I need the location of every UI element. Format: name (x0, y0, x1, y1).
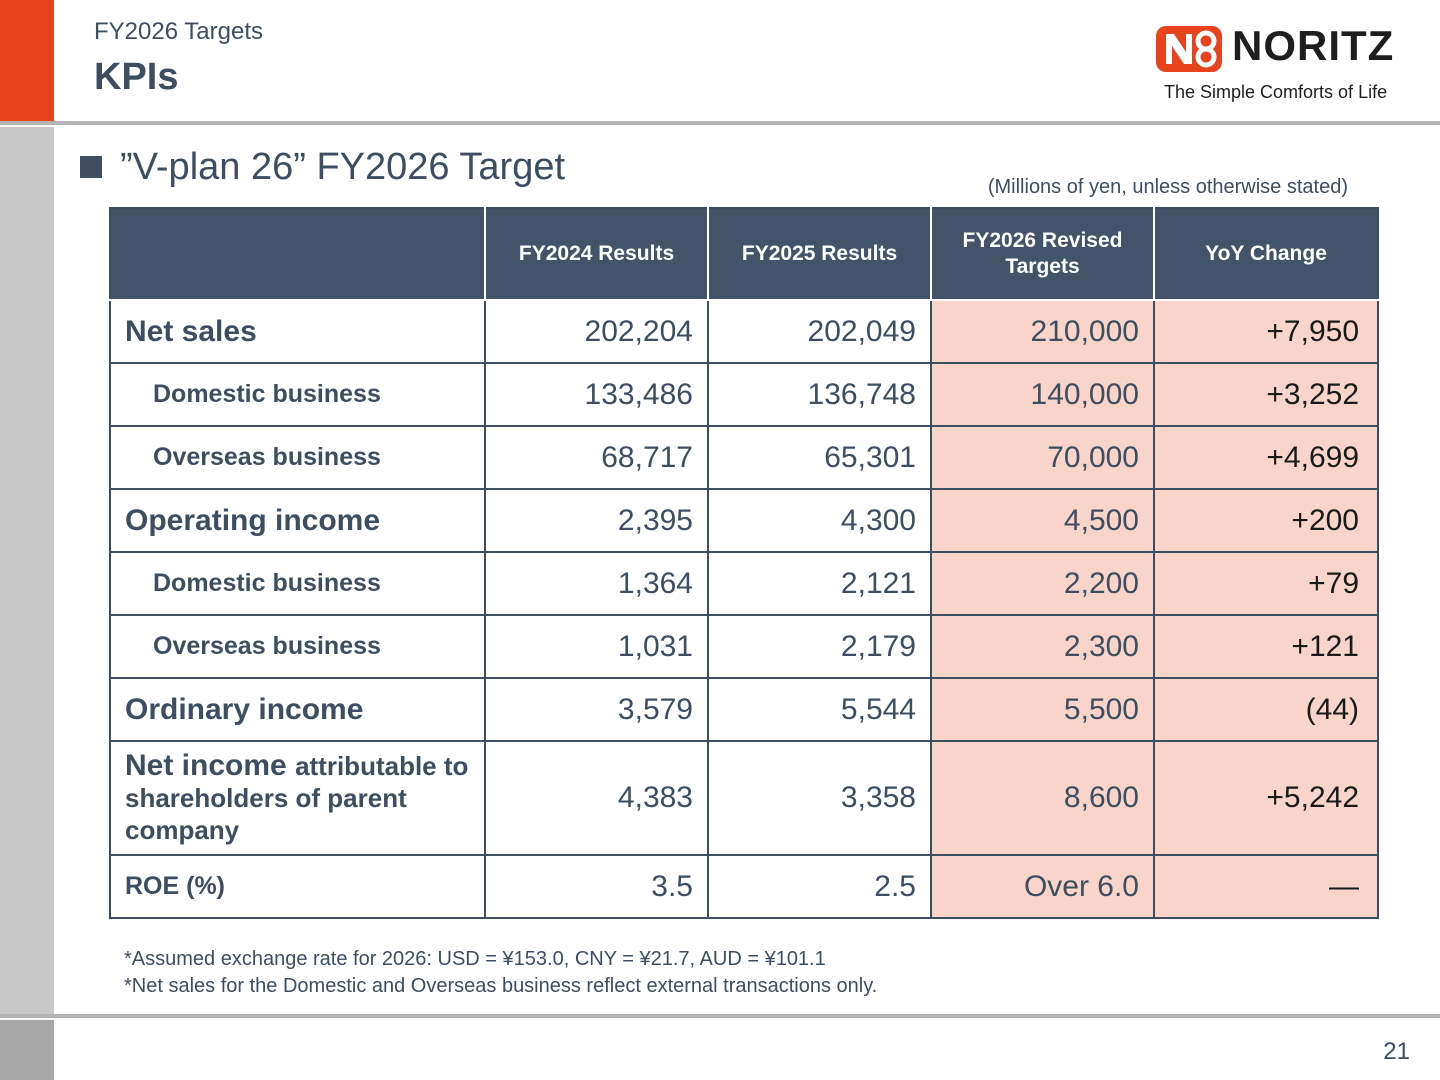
cell-fy2024: 68,717 (484, 425, 709, 490)
logo-wordmark: NORITZ (1232, 22, 1395, 69)
cell-fy2025: 65,301 (707, 425, 932, 490)
cell-fy2025: 2,121 (707, 551, 932, 616)
row-label: Ordinary income (109, 677, 486, 742)
table-row: Net sales 202,204 202,049 210,000 +7,950 (109, 299, 1379, 364)
column-header-fy2026: FY2026 Revised Targets (930, 207, 1155, 301)
cell-fy2024: 202,204 (484, 299, 709, 364)
cell-fy2026-target: 4,500 (930, 488, 1155, 553)
cell-fy2025: 5,544 (707, 677, 932, 742)
cell-fy2025: 202,049 (707, 299, 932, 364)
cell-fy2026-target: 2,300 (930, 614, 1155, 679)
cell-fy2025: 3,358 (707, 740, 932, 856)
cell-fy2024: 1,364 (484, 551, 709, 616)
cell-fy2026-target: 2,200 (930, 551, 1155, 616)
row-label-rest: attributable to shareholders of parent c… (125, 751, 469, 845)
table-row: Domestic business 133,486 136,748 140,00… (109, 362, 1379, 427)
footer-divider (0, 1014, 1440, 1018)
cell-fy2026-target: 8,600 (930, 740, 1155, 856)
accent-band-middle (0, 127, 54, 1015)
cell-yoy: +121 (1153, 614, 1379, 679)
table-row: Net income attributable to shareholders … (109, 740, 1379, 856)
cell-fy2026-target: 210,000 (930, 299, 1155, 364)
kpi-table: FY2024 Results FY2025 Results FY2026 Rev… (109, 207, 1379, 919)
noritz-logo-mark-icon (1156, 26, 1222, 72)
column-header-yoy: YoY Change (1153, 207, 1379, 301)
row-label-main: Net income (125, 749, 287, 782)
cell-yoy: (44) (1153, 677, 1379, 742)
cell-yoy: +79 (1153, 551, 1379, 616)
table-row: Domestic business 1,364 2,121 2,200 +79 (109, 551, 1379, 616)
square-bullet-icon (80, 156, 102, 178)
row-label: Net sales (109, 299, 486, 364)
units-note: (Millions of yen, unless otherwise state… (987, 176, 1348, 198)
cell-fy2024: 4,383 (484, 740, 709, 856)
cell-yoy: — (1153, 854, 1379, 919)
table-row: Operating income 2,395 4,300 4,500 +200 (109, 488, 1379, 553)
section-heading: ”V-plan 26” FY2026 Target (80, 142, 565, 192)
row-label: Domestic business (109, 551, 486, 616)
row-label: Overseas business (109, 425, 486, 490)
row-label: Overseas business (109, 614, 486, 679)
table-row: Overseas business 68,717 65,301 70,000 +… (109, 425, 1379, 490)
cell-yoy: +7,950 (1153, 299, 1379, 364)
cell-yoy: +4,699 (1153, 425, 1379, 490)
cell-fy2026-target: 140,000 (930, 362, 1155, 427)
cell-yoy: +3,252 (1153, 362, 1379, 427)
header-divider (0, 121, 1440, 125)
cell-fy2025: 2.5 (707, 854, 932, 919)
table-header-row: FY2024 Results FY2025 Results FY2026 Rev… (109, 207, 1379, 301)
company-logo: NORITZ The Simple Comforts of Life (1156, 22, 1400, 108)
row-label: Operating income (109, 488, 486, 553)
cell-fy2026-target: Over 6.0 (930, 854, 1155, 919)
slide-title: KPIs (94, 56, 179, 98)
cell-fy2025: 136,748 (707, 362, 932, 427)
section-heading-text: ”V-plan 26” FY2026 Target (120, 145, 566, 188)
row-label: Net income attributable to shareholders … (109, 740, 486, 856)
footnote-net-sales: *Net sales for the Domestic and Overseas… (124, 975, 878, 997)
cell-fy2025: 2,179 (707, 614, 932, 679)
column-header-fy2025: FY2025 Results (707, 207, 932, 301)
cell-fy2024: 2,395 (484, 488, 709, 553)
row-label: ROE (%) (109, 854, 486, 919)
cell-yoy: +5,242 (1153, 740, 1379, 856)
cell-fy2024: 3.5 (484, 854, 709, 919)
cell-yoy: +200 (1153, 488, 1379, 553)
footnote-exchange-rate: *Assumed exchange rate for 2026: USD = ¥… (124, 948, 826, 970)
cell-fy2026-target: 5,500 (930, 677, 1155, 742)
logo-tagline: The Simple Comforts of Life (1164, 82, 1388, 102)
accent-band-bottom (0, 1020, 54, 1080)
cell-fy2025: 4,300 (707, 488, 932, 553)
row-label: Domestic business (109, 362, 486, 427)
page-number: 21 (1383, 1038, 1410, 1065)
table-row: Ordinary income 3,579 5,544 5,500 (44) (109, 677, 1379, 742)
cell-fy2024: 133,486 (484, 362, 709, 427)
cell-fy2024: 3,579 (484, 677, 709, 742)
cell-fy2026-target: 70,000 (930, 425, 1155, 490)
accent-band-top (0, 0, 54, 122)
column-header-fy2024: FY2024 Results (484, 207, 709, 301)
table-row: Overseas business 1,031 2,179 2,300 +121 (109, 614, 1379, 679)
slide-subtitle: FY2026 Targets (94, 18, 263, 45)
table-row: ROE (%) 3.5 2.5 Over 6.0 — (109, 854, 1379, 919)
column-header-label (109, 207, 486, 301)
cell-fy2024: 1,031 (484, 614, 709, 679)
